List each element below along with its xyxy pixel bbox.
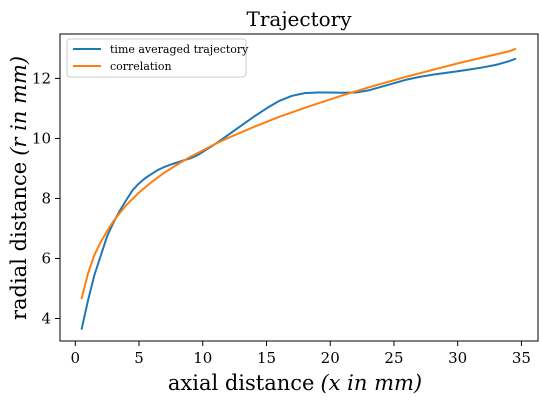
x-axis-label-text: axial distance [168, 371, 315, 395]
x-tick-label: 25 [384, 349, 403, 367]
y-axis-label-units: (r in mm) [7, 56, 31, 156]
y-axis-ticks: 4 6 8 10 12 [32, 69, 60, 327]
chart-title: Trajectory [247, 7, 353, 31]
series-line-time-averaged-trajectory [80, 57, 517, 330]
x-tick-label: 10 [193, 349, 212, 367]
x-axis-label-units: (x in mm) [320, 371, 422, 395]
series-line-correlation [80, 47, 517, 300]
x-tick-label: 0 [71, 349, 81, 367]
y-tick-label: 4 [41, 309, 51, 327]
y-tick-label: 10 [32, 129, 51, 147]
y-tick-label: 6 [41, 249, 51, 267]
x-tick-label: 30 [448, 349, 467, 367]
y-tick-label: 12 [32, 69, 51, 87]
legend-label-correlation: correlation [110, 60, 172, 73]
y-axis-label: radial distance (r in mm) [7, 56, 31, 320]
legend-label-time-averaged: time averaged trajectory [110, 43, 249, 56]
plot-frame [59, 33, 539, 342]
x-axis-ticks: 0 5 10 15 20 25 30 35 [71, 341, 531, 367]
legend-box [66, 38, 247, 78]
x-tick-label: 35 [512, 349, 531, 367]
x-tick-label: 20 [321, 349, 340, 367]
legend: time averaged trajectory correlation [66, 38, 249, 78]
y-tick-label: 8 [41, 189, 51, 207]
x-tick-label: 15 [257, 349, 276, 367]
plot-lines [80, 47, 517, 330]
x-axis-label: axial distance (x in mm) [168, 371, 422, 395]
y-axis-label-text: radial distance [7, 162, 31, 320]
x-tick-label: 5 [134, 349, 144, 367]
